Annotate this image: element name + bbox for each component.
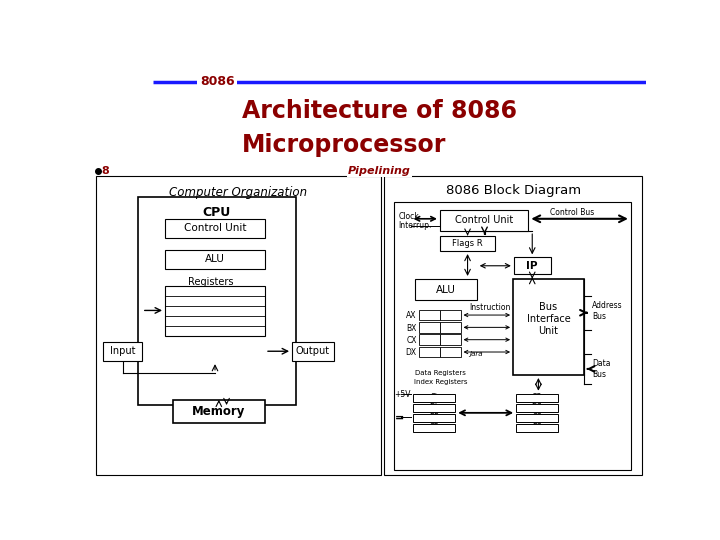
FancyBboxPatch shape: [413, 423, 455, 432]
Text: 8086 Block Diagram: 8086 Block Diagram: [446, 184, 581, 197]
FancyBboxPatch shape: [440, 210, 528, 231]
Text: Data Registers: Data Registers: [415, 370, 466, 376]
FancyBboxPatch shape: [104, 342, 142, 361]
Text: Jara: Jara: [469, 350, 482, 356]
FancyBboxPatch shape: [413, 403, 455, 412]
Text: BX: BX: [406, 323, 417, 333]
Text: Memory: Memory: [192, 405, 246, 418]
Text: CPU: CPU: [202, 206, 230, 219]
Text: DH: DH: [424, 349, 434, 355]
Text: SS: SS: [532, 413, 541, 422]
Text: Control Unit: Control Unit: [184, 223, 246, 233]
FancyBboxPatch shape: [440, 334, 461, 345]
FancyBboxPatch shape: [165, 286, 265, 336]
FancyBboxPatch shape: [419, 334, 440, 345]
Text: Index Registers: Index Registers: [414, 379, 467, 385]
Text: ES: ES: [532, 423, 541, 433]
Text: AL: AL: [446, 312, 454, 318]
Text: AX: AX: [406, 312, 417, 320]
FancyBboxPatch shape: [440, 236, 495, 251]
Text: DX: DX: [405, 348, 417, 357]
FancyBboxPatch shape: [413, 394, 455, 402]
FancyBboxPatch shape: [292, 342, 334, 361]
FancyBboxPatch shape: [173, 400, 265, 423]
Text: CS: CS: [532, 393, 542, 402]
Text: 8: 8: [102, 166, 109, 176]
Text: CH: CH: [424, 337, 434, 343]
Text: 8086: 8086: [200, 75, 235, 88]
FancyBboxPatch shape: [516, 423, 559, 432]
Text: Output: Output: [296, 346, 330, 356]
Text: DS: DS: [531, 403, 542, 413]
Text: +5V: +5V: [395, 390, 411, 399]
FancyBboxPatch shape: [415, 279, 477, 300]
FancyBboxPatch shape: [516, 394, 559, 402]
Text: Input: Input: [110, 346, 135, 356]
Text: Address
Bus: Address Bus: [593, 301, 623, 321]
Text: Microprocessor: Microprocessor: [242, 132, 446, 157]
FancyBboxPatch shape: [419, 309, 440, 320]
FancyBboxPatch shape: [440, 322, 461, 333]
FancyBboxPatch shape: [516, 403, 559, 412]
FancyBboxPatch shape: [513, 279, 584, 375]
Text: ALU: ALU: [436, 285, 456, 295]
Text: Data
Bus: Data Bus: [593, 359, 611, 379]
Text: SI: SI: [430, 393, 437, 402]
Text: CL: CL: [446, 337, 454, 343]
Text: Control Unit: Control Unit: [455, 215, 513, 225]
FancyBboxPatch shape: [394, 202, 631, 470]
Text: Pipelining: Pipelining: [348, 166, 411, 176]
Text: Control Bus: Control Bus: [550, 208, 594, 217]
FancyBboxPatch shape: [419, 322, 440, 333]
FancyBboxPatch shape: [440, 309, 461, 320]
FancyBboxPatch shape: [440, 347, 461, 357]
Text: CX: CX: [406, 336, 417, 345]
Text: SF: SF: [429, 423, 438, 433]
FancyBboxPatch shape: [419, 347, 440, 357]
FancyBboxPatch shape: [165, 249, 265, 269]
Text: ALU: ALU: [205, 254, 225, 264]
FancyBboxPatch shape: [165, 219, 265, 238]
FancyBboxPatch shape: [138, 197, 296, 405]
Text: Architecture of 8086: Architecture of 8086: [242, 99, 517, 124]
Text: BH: BH: [424, 325, 434, 330]
Text: Bus
Interface
Unit: Bus Interface Unit: [526, 302, 570, 335]
Text: Flags R: Flags R: [452, 239, 483, 248]
Text: 3L: 3L: [446, 325, 454, 330]
Text: =: =: [395, 413, 404, 422]
FancyBboxPatch shape: [96, 177, 381, 475]
FancyBboxPatch shape: [384, 177, 642, 475]
Text: Instruction: Instruction: [469, 303, 510, 313]
Text: Registers: Registers: [189, 276, 234, 287]
Text: DL: DL: [445, 349, 454, 355]
Text: Computer Organization: Computer Organization: [169, 186, 307, 199]
Text: AH: AH: [424, 312, 434, 318]
FancyBboxPatch shape: [516, 414, 559, 422]
FancyBboxPatch shape: [514, 257, 551, 274]
Text: Interrup.: Interrup.: [398, 221, 431, 230]
FancyBboxPatch shape: [413, 414, 455, 422]
Text: Clock: Clock: [398, 212, 419, 221]
Text: BF: BF: [429, 413, 438, 422]
Text: IP: IP: [526, 261, 538, 271]
Text: DI: DI: [430, 403, 438, 413]
